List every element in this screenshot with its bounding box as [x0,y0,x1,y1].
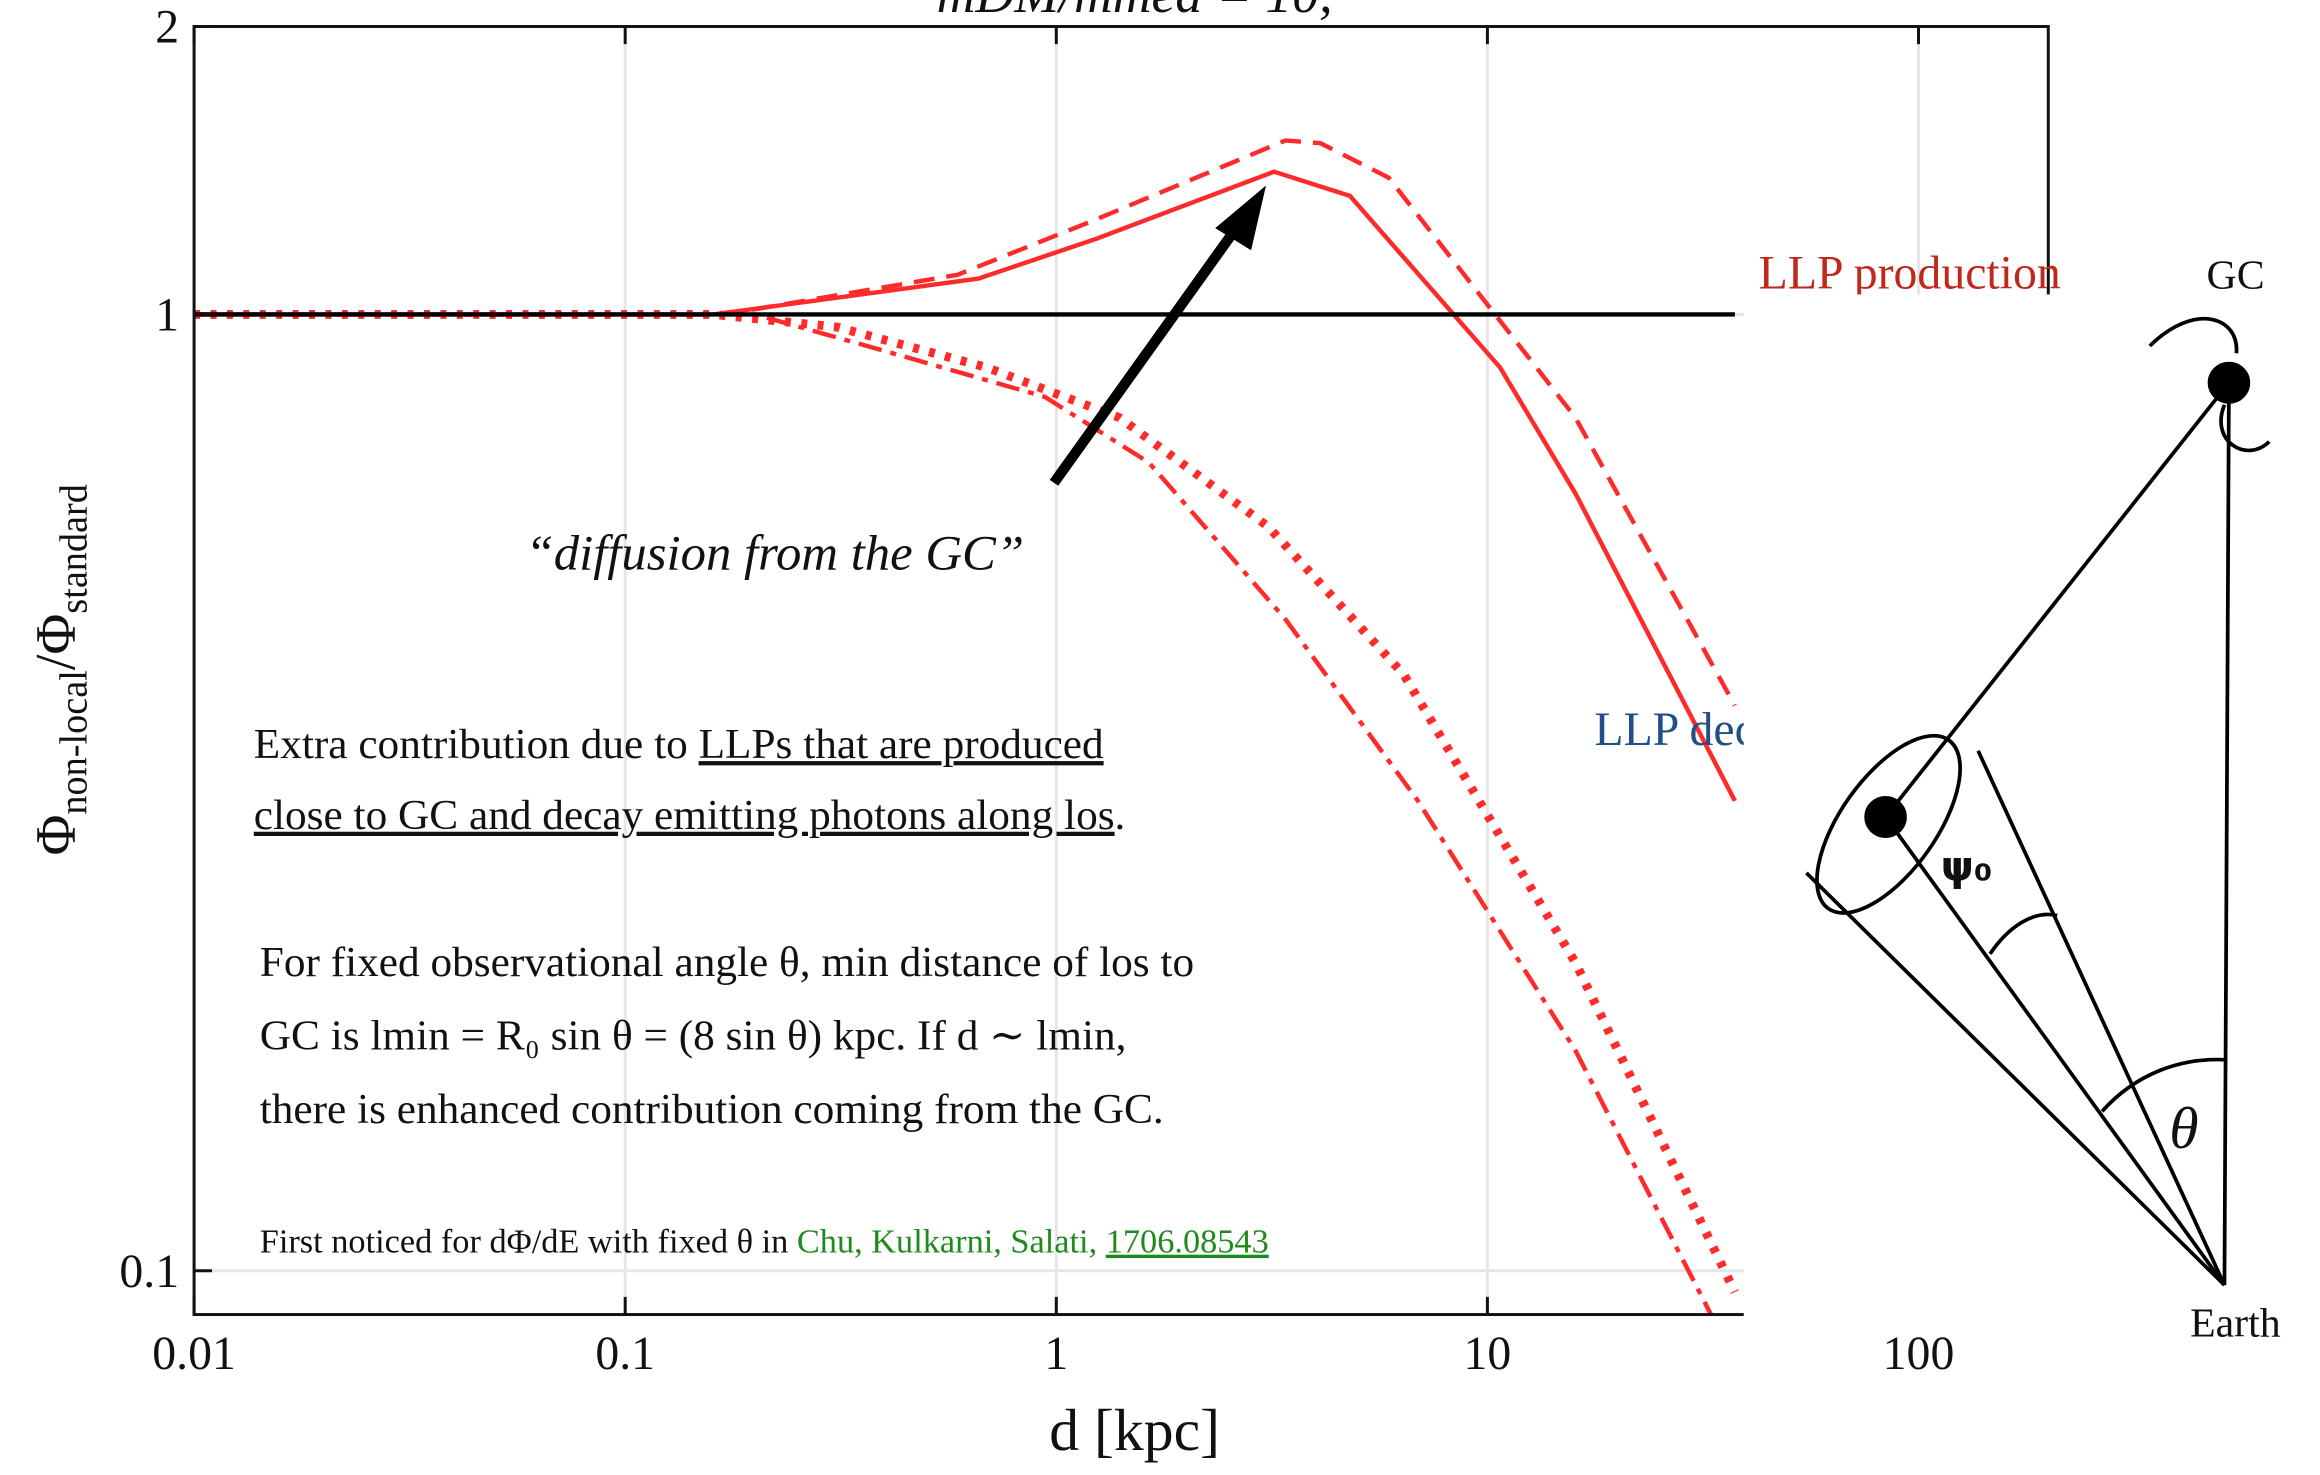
annotation: “diffusion from the GC” [526,525,1025,581]
x-axis-label: d [kpc] [1049,1397,1220,1463]
theta-arc [2100,1057,2228,1113]
cone-edge [1976,749,2227,1286]
gc-arc [2148,316,2271,453]
series-line [194,138,1737,707]
x-tick-label: 0.01 [152,1328,236,1380]
y-tick-label: 0.1 [119,1246,179,1298]
diagram-line [1884,381,2231,819]
gc-dot [2207,361,2251,404]
cone-axis [1884,815,2226,1287]
diagram-label: θ [2169,1096,2198,1162]
note-part: close to GC and decay emitting photons a… [254,792,1115,839]
note-part: LLPs that are produced [699,721,1104,768]
note-line: GC is lmin = R₀ sin θ = (8 sin θ) kpc. I… [260,1013,1127,1060]
diagram-line [2222,382,2231,1286]
x-tick-label: 0.1 [595,1328,655,1380]
footnote: First noticed for dΦ/dE with fixed θ in … [260,1224,1269,1261]
diagram-bg [1743,294,2320,1325]
y-tick-label: 1 [155,290,179,342]
note-part: Extra contribution due to [254,721,699,768]
cone-base [1815,733,1962,915]
footnote-link[interactable]: 1706.08543 [1106,1224,1269,1261]
diagram-label: GC [2207,252,2265,298]
y-label-part: non-local [53,670,95,814]
x-tick-label: 1 [1044,1328,1068,1380]
note-part: . [1115,792,1126,839]
source-dot [1864,796,1907,838]
y-label-part: /Φ [25,614,87,670]
note-line: For fixed observational angle θ, min dis… [260,939,1194,986]
series-line [194,309,1739,1294]
diagram-label: ψ₀ [1941,842,1992,891]
arrow-head [1215,185,1266,251]
y-label-part: standard [53,484,95,614]
x-tick-label: 100 [1883,1328,1955,1380]
chart-title: mDM/mmed = 10, [937,0,1333,24]
y-axis-label: Φnon-local/Φstandard [25,484,95,855]
diagram-label: Earth [2190,1300,2281,1346]
arrow [1049,225,1241,486]
series-line [194,169,1737,802]
psi-arc [1988,912,2058,955]
note-line: Extra contribution due to LLPs that are … [254,721,1104,768]
note-line: there is enhanced contribution coming fr… [260,1086,1164,1133]
x-tick-label: 10 [1464,1328,1512,1380]
axes: 0.01 0.1 1 10 100 0.1 1 2 [119,2,2049,1380]
diagram [1743,294,2320,1325]
curves [194,138,1739,1315]
annotation: LLP production [1759,248,2061,300]
note-line: close to GC and decay emitting photons a… [254,792,1126,839]
footnote-part: Chu, Kulkarni, Salati, [797,1224,1106,1261]
y-tick-label: 2 [155,2,179,54]
y-label-part: Φ [25,815,87,856]
cone-edge [1805,871,2226,1287]
series-line [194,312,1713,1315]
footnote-part: First noticed for dΦ/dE with fixed θ in [260,1224,797,1261]
